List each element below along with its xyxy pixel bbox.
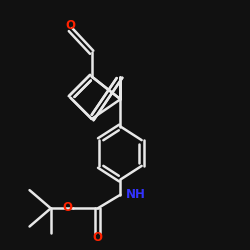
Text: O: O — [66, 19, 76, 32]
Text: O: O — [93, 230, 103, 243]
Text: O: O — [62, 201, 72, 214]
Text: NH: NH — [126, 188, 145, 201]
